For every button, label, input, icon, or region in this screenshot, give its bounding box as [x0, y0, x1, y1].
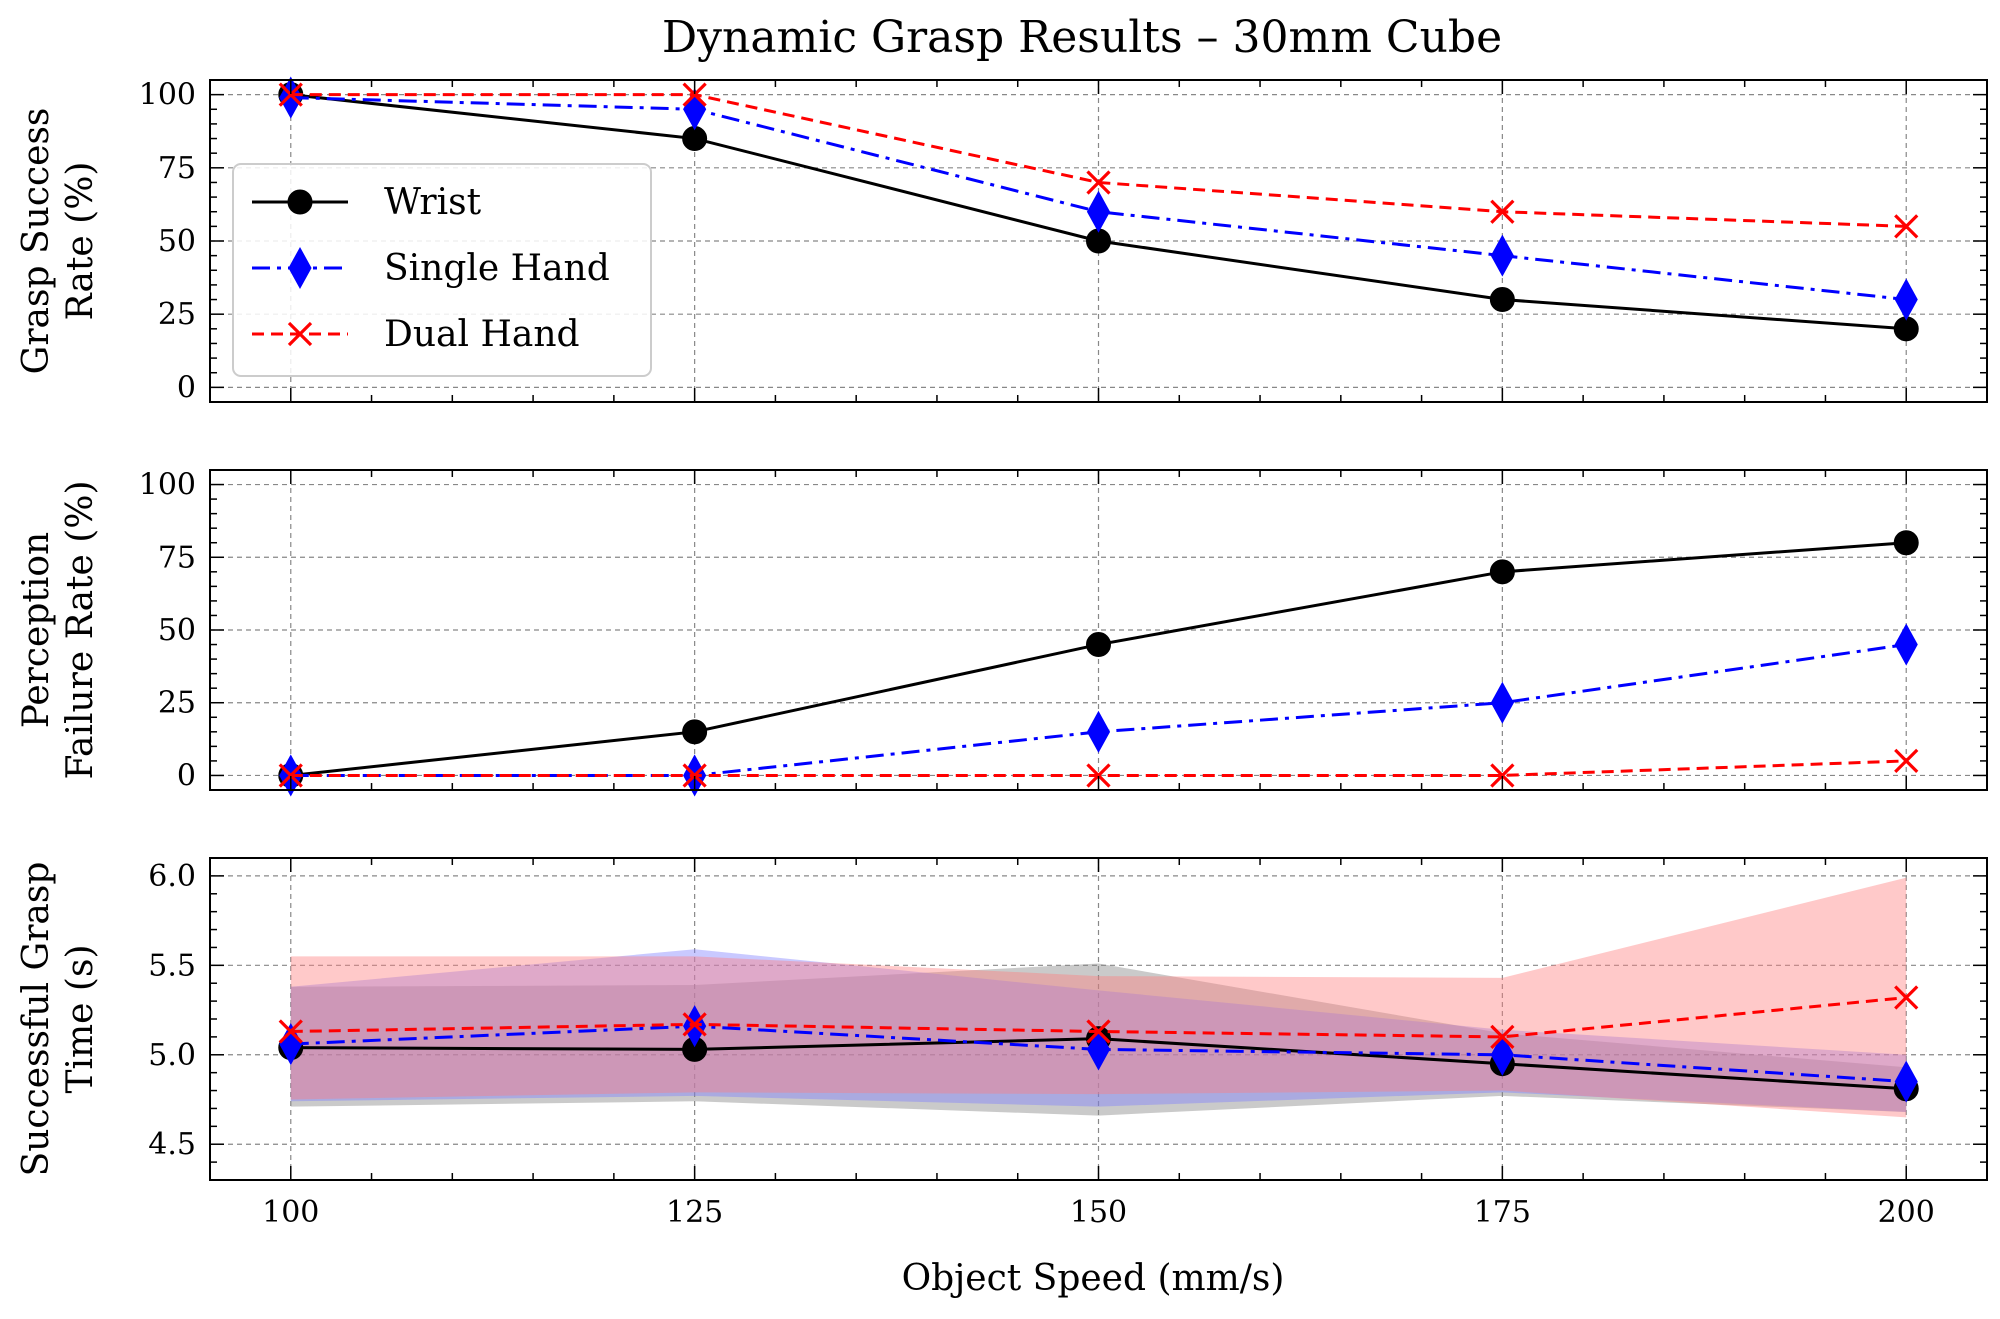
legend-label-dual: Dual Hand — [384, 314, 580, 355]
point-dual — [1086, 1019, 1111, 1044]
point-dual — [1086, 170, 1111, 195]
y-axis-label-line: Perception — [16, 532, 57, 728]
point-wrist — [1893, 530, 1919, 556]
y-tick-label: 6.0 — [148, 859, 196, 894]
y-tick-label: 100 — [139, 78, 196, 113]
point-dual — [1086, 763, 1111, 788]
x-tick-label: 200 — [1878, 1195, 1935, 1230]
point-wrist — [1086, 632, 1111, 658]
point-wrist — [682, 719, 708, 745]
point-dual — [1490, 763, 1515, 788]
legend-box — [232, 163, 652, 377]
x-tick-label: 150 — [1070, 1195, 1127, 1230]
point-single — [1086, 190, 1111, 233]
point-single — [1490, 1033, 1514, 1076]
y-axis-label-line: Rate (%) — [60, 162, 101, 321]
legend-marker-dual — [287, 321, 313, 347]
y-tick-label: 25 — [158, 686, 196, 721]
figure-title: Dynamic Grasp Results – 30mm Cube — [662, 12, 1502, 63]
y-axis-label: Successful GraspTime (s) — [16, 862, 101, 1177]
point-dual — [682, 763, 707, 788]
point-wrist — [1489, 559, 1515, 585]
point-single — [1086, 710, 1111, 753]
x-axis-label: Object Speed (mm/s) — [902, 1258, 1285, 1299]
panel-1: 0 25 50 75 100 Grasp SuccessRate (%) Wrist Sing… — [16, 76, 1988, 405]
series-line-single — [290, 643, 1907, 777]
y-tick-label: 75 — [158, 540, 196, 575]
point-dual — [1490, 1024, 1515, 1050]
x-tick-label: 125 — [666, 1195, 723, 1230]
point-single — [1086, 1028, 1111, 1071]
point-dual — [1490, 199, 1515, 224]
point-single — [1894, 623, 1918, 666]
y-tick-label: 5.0 — [148, 1038, 196, 1073]
y-tick-label: 4.5 — [148, 1127, 196, 1162]
y-tick-label: 50 — [158, 613, 196, 648]
y-tick-label: 75 — [158, 151, 196, 186]
y-tick-label: 50 — [158, 224, 196, 259]
point-wrist — [1489, 287, 1515, 313]
y-tick-label: 5.5 — [148, 948, 196, 983]
y-axis-label: PerceptionFailure Rate (%) — [16, 480, 101, 779]
legend-marker-wrist — [287, 189, 313, 215]
point-dual — [278, 763, 303, 788]
y-tick-label: 100 — [139, 468, 196, 503]
point-dual — [1894, 985, 1919, 1010]
point-single — [1894, 1060, 1918, 1103]
point-dual — [1894, 748, 1919, 774]
point-single — [1490, 234, 1514, 277]
y-tick-label: 0 — [177, 758, 196, 793]
panels: 0 25 50 75 100 Grasp SuccessRate (%) Wrist Sing… — [16, 76, 1988, 1230]
legend-label-single: Single Hand — [384, 248, 610, 289]
y-axis-label-line: Failure Rate (%) — [60, 480, 101, 779]
point-dual — [682, 82, 707, 107]
point-dual — [682, 1012, 707, 1037]
point-single — [1490, 681, 1514, 724]
y-tick-label: 25 — [158, 297, 196, 332]
point-single — [1894, 278, 1918, 321]
y-axis-label: Grasp SuccessRate (%) — [16, 108, 101, 375]
x-tick-label: 100 — [262, 1195, 319, 1230]
legend-marker-single — [288, 246, 312, 290]
y-axis-label-line: Time (s) — [60, 945, 101, 1094]
y-axis-label-line: Grasp Success — [16, 108, 57, 375]
panel-3: 4.5 5.0 5.5 6.0 100 125 150 175 200 Successful Gr… — [16, 857, 1988, 1230]
y-tick-label: 0 — [177, 370, 196, 405]
x-tick-label: 175 — [1474, 1195, 1531, 1230]
point-dual — [1894, 214, 1919, 239]
y-axis-label-line: Successful Grasp — [16, 862, 57, 1177]
legend-label-wrist: Wrist — [384, 182, 482, 223]
point-dual — [278, 82, 303, 107]
panel-2: 0 25 50 75 100 PerceptionFailure Rate (%) — [16, 468, 1988, 797]
legend: Wrist Single Hand Dual Hand — [232, 163, 652, 377]
point-dual — [278, 1019, 303, 1044]
